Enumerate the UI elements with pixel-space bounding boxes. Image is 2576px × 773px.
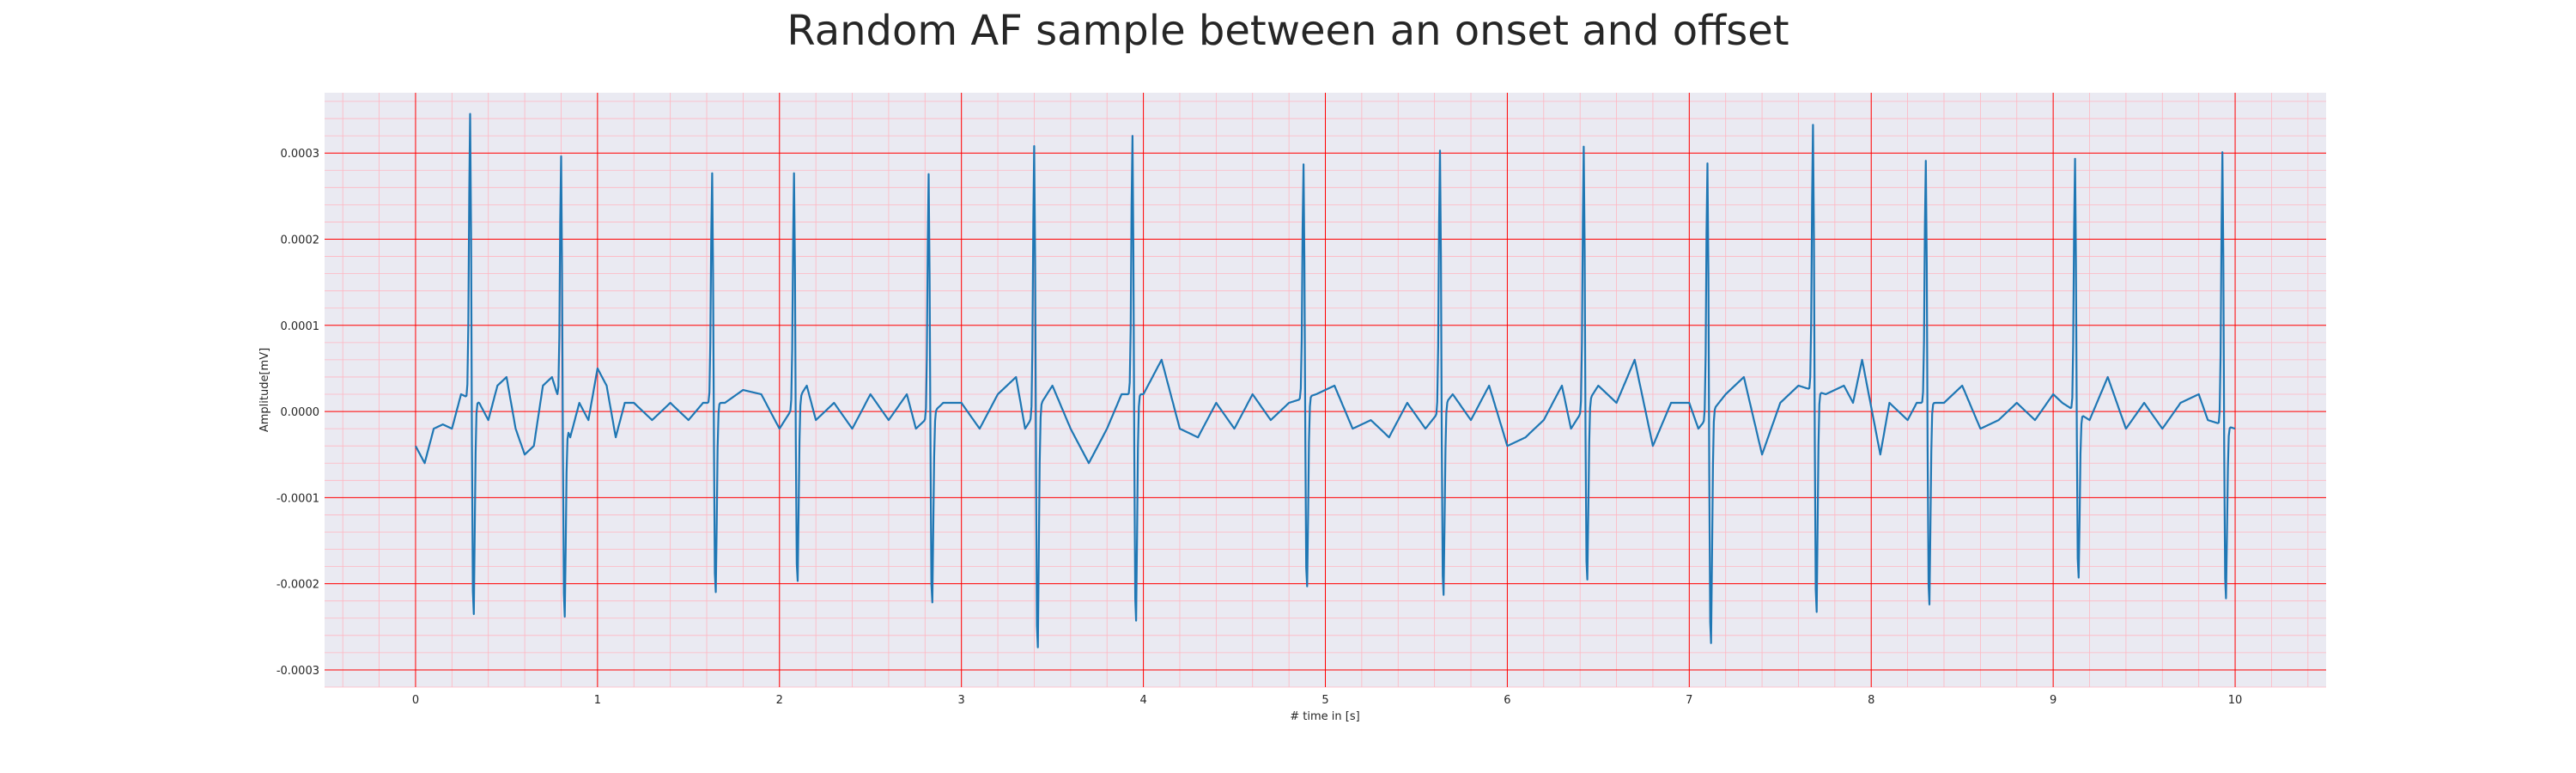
x-tick-label: 7	[1686, 694, 1692, 707]
y-axis-ticks: -0.0003 -0.0002 -0.0001 0.0000 0.0001 0.0002 0…	[276, 148, 319, 678]
y-tick-label: 0.0000	[281, 406, 320, 419]
series-line	[415, 113, 2236, 648]
x-tick-label: 0	[412, 694, 419, 707]
y-tick-label: 0.0003	[281, 148, 320, 161]
x-tick-label: 5	[1321, 694, 1328, 707]
x-tick-label: 2	[776, 694, 783, 707]
y-tick-label: -0.0002	[276, 579, 319, 592]
y-tick-label: 0.0001	[281, 320, 320, 333]
x-tick-label: 3	[958, 694, 965, 707]
x-axis-ticks: 0 1 2 3 4 5 6 7 8 9 10	[412, 694, 2243, 707]
major-grid	[325, 93, 2326, 687]
x-axis-label: # time in [s]	[1290, 710, 1359, 723]
x-tick-label: 8	[1868, 694, 1874, 707]
x-tick-label: 10	[2228, 694, 2243, 707]
y-tick-label: -0.0001	[276, 492, 319, 505]
x-tick-label: 9	[2050, 694, 2057, 707]
x-tick-label: 1	[594, 694, 601, 707]
x-tick-label: 4	[1139, 694, 1146, 707]
y-tick-label: -0.0003	[276, 665, 319, 678]
chart-title: Random AF sample between an onset and of…	[787, 7, 1789, 55]
y-axis-label: Amplitude[mV]	[258, 348, 271, 432]
x-tick-label: 6	[1504, 694, 1510, 707]
y-tick-label: 0.0002	[281, 234, 320, 247]
